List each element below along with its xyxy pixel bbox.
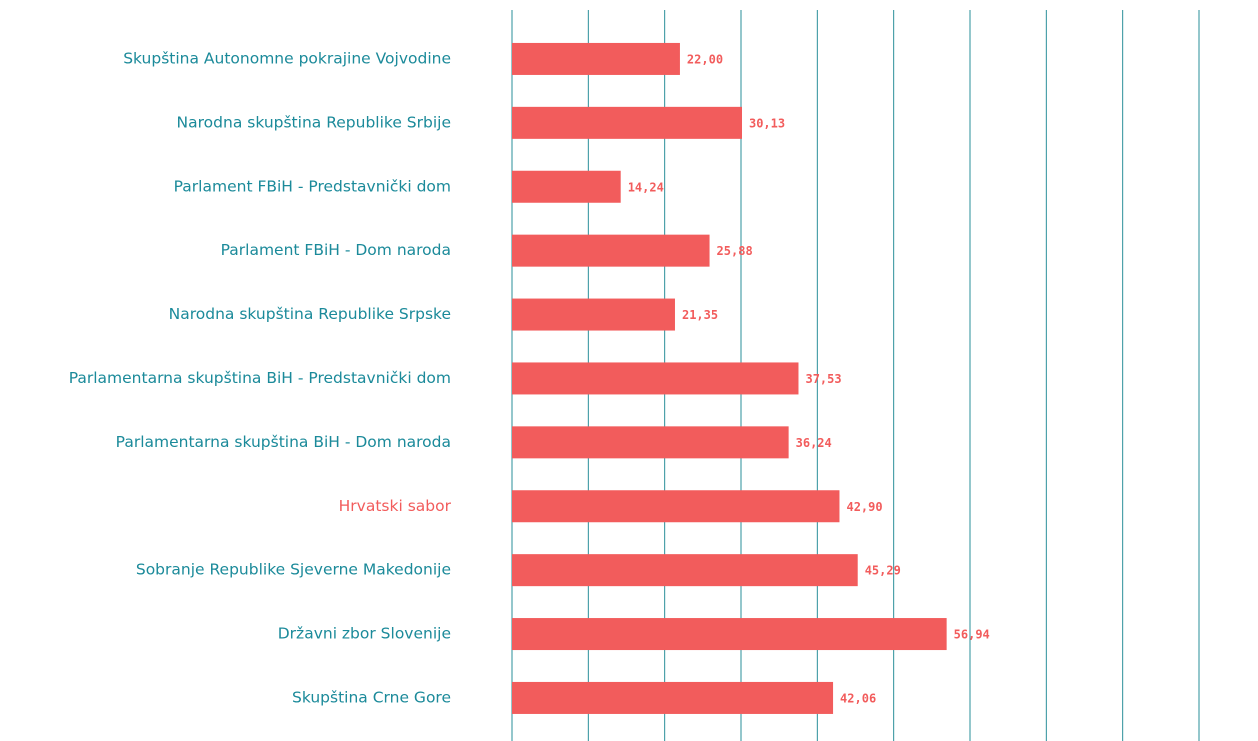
value-label: 14,24 [628,180,664,194]
bar [512,170,621,203]
value-label: 45,29 [865,564,901,578]
category-label: Skupština Autonomne pokrajine Vojvodine [123,49,451,67]
bar [512,490,840,523]
bar [512,298,675,331]
category-label: Parlament FBiH - Dom naroda [221,241,451,259]
category-label: Hrvatski sabor [339,497,452,515]
category-label: Narodna skupština Republike Srpske [169,305,451,323]
category-label: Narodna skupština Republike Srbije [177,113,451,131]
value-label: 21,35 [682,308,718,322]
value-label: 42,06 [840,691,876,705]
category-label: Sobranje Republike Sjeverne Makedonije [136,561,451,579]
bar [512,362,799,395]
category-label: Parlamentarna skupština BiH - Dom naroda [116,433,451,451]
bar [512,426,789,459]
bar [512,554,858,587]
value-label: 22,00 [687,52,723,66]
category-label: Parlamentarna skupština BiH - Predstavni… [69,369,451,387]
value-label: 37,53 [805,372,841,386]
value-label: 56,94 [954,628,990,642]
category-label: Parlament FBiH - Predstavnički dom [174,177,451,195]
value-label: 42,90 [846,500,882,514]
bar [512,234,710,267]
bar [512,106,742,139]
category-label: Skupština Crne Gore [292,688,451,706]
value-label: 36,24 [796,436,832,450]
value-label: 30,13 [749,116,785,130]
value-label: 25,88 [717,244,753,258]
category-label: Državni zbor Slovenije [278,625,451,643]
bar [512,42,680,75]
bar [512,681,834,714]
bar [512,618,947,651]
